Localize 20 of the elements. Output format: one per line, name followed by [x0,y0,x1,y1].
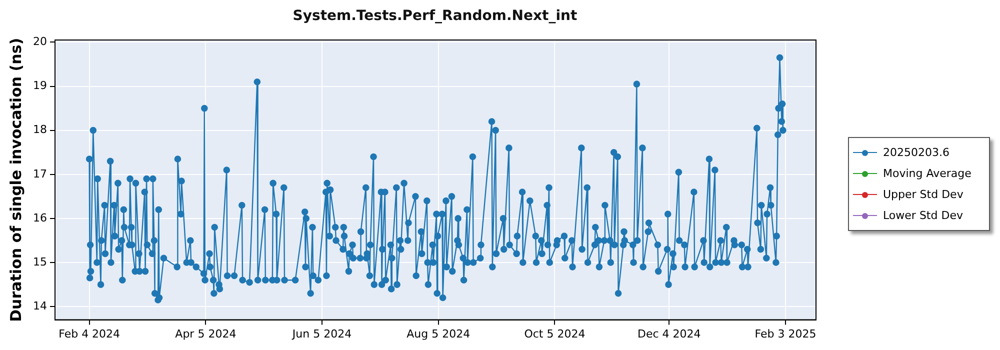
legend-label: Moving Average [883,167,972,180]
y-tick-label: 14 [32,299,47,312]
y-tick-label: 16 [32,211,47,224]
y-tick-label: 17 [32,167,47,180]
x-tick-label: Jun 5 2024 [291,327,352,340]
chart-title: System.Tests.Perf_Random.Next_int [292,8,578,24]
y-tick-label: 19 [32,79,47,92]
y-axis-title: Duration of single invocation (ns) [6,38,25,322]
legend-label: Lower Std Dev [883,209,963,222]
x-tick-label: Feb 3 2025 [754,327,816,340]
legend-label: 20250203.6 [883,146,950,159]
x-tick-label: Apr 5 2024 [175,327,236,340]
x-tick-label: Oct 5 2024 [524,327,586,340]
y-tick-label: 18 [32,123,47,136]
x-tick-label: Feb 4 2024 [58,327,120,340]
y-tick-label: 20 [32,35,47,48]
y-tick-label: 15 [32,255,47,268]
legend-label: Upper Std Dev [883,188,964,201]
x-tick-label: Aug 5 2024 [406,327,470,340]
x-tick-label: Dec 4 2024 [638,327,701,340]
